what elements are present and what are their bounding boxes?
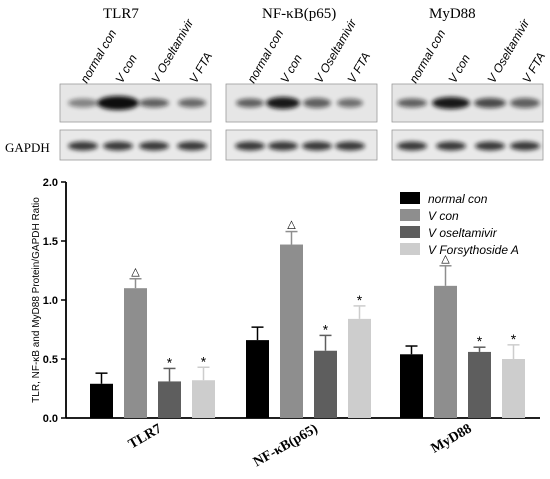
significance-mark: △ xyxy=(131,266,140,278)
legend-label: normal con xyxy=(428,192,488,206)
significance-mark: * xyxy=(511,331,517,347)
lane-label: V FTA xyxy=(186,50,215,86)
bar xyxy=(246,340,269,418)
protein-band xyxy=(97,96,139,110)
gapdh-band xyxy=(436,141,466,151)
significance-mark: △ xyxy=(287,219,296,231)
y-tick-label: 2.0 xyxy=(43,177,58,189)
gapdh-band xyxy=(139,141,169,151)
gapdh-band xyxy=(68,141,98,151)
bar xyxy=(348,318,371,418)
bar xyxy=(280,244,303,418)
legend-label: V oseltamivir xyxy=(428,226,498,240)
bar xyxy=(192,380,215,418)
significance-mark: * xyxy=(167,354,173,370)
protein-band xyxy=(139,98,169,108)
lane-label: V con xyxy=(277,52,305,86)
gapdh-band xyxy=(235,141,265,151)
x-tick-label: NF-κB(p65) xyxy=(251,421,321,470)
protein-band xyxy=(303,98,331,108)
legend-swatch xyxy=(400,226,420,238)
bar xyxy=(468,351,491,418)
blot-title: MyD88 xyxy=(429,6,476,22)
significance-mark: * xyxy=(201,353,207,369)
bar xyxy=(400,354,423,418)
y-tick-label: 0.5 xyxy=(43,354,58,366)
significance-mark: * xyxy=(323,321,329,337)
lane-label: V FTA xyxy=(344,50,373,86)
lane-label: V con xyxy=(445,52,473,86)
bar xyxy=(502,359,525,418)
y-tick-label: 0.0 xyxy=(43,413,58,425)
protein-band xyxy=(236,98,264,108)
y-tick-label: 1.5 xyxy=(43,236,58,248)
legend-swatch xyxy=(400,192,420,204)
legend-label: V Forsythoside A xyxy=(428,243,519,257)
protein-band xyxy=(337,98,363,108)
bar xyxy=(314,350,337,418)
significance-mark: * xyxy=(477,333,483,349)
protein-band xyxy=(178,98,206,108)
gapdh-band xyxy=(177,141,207,151)
protein-band xyxy=(68,98,98,108)
blot-title: TLR7 xyxy=(103,6,139,22)
bar xyxy=(124,288,147,418)
gapdh-row-label: GAPDH xyxy=(5,140,50,155)
legend-swatch xyxy=(400,243,420,255)
gapdh-band xyxy=(302,141,332,151)
protein-band xyxy=(474,98,506,108)
legend-swatch xyxy=(400,209,420,221)
lane-label: V FTA xyxy=(519,50,548,86)
bar xyxy=(90,383,113,418)
gapdh-band xyxy=(335,141,365,151)
legend: normal con V con V oseltamivir V Forsythosi… xyxy=(400,192,519,257)
bar xyxy=(434,285,457,418)
y-tick-label: 1.0 xyxy=(43,295,58,307)
blot-title: NF-κB(p65) xyxy=(262,6,336,22)
protein-band xyxy=(397,98,427,108)
bar xyxy=(158,381,181,418)
protein-band xyxy=(266,97,300,109)
gapdh-band xyxy=(475,141,505,151)
gapdh-band xyxy=(510,141,540,151)
protein-band xyxy=(432,97,470,109)
lane-label: V con xyxy=(112,52,140,86)
protein-band xyxy=(510,98,540,108)
gapdh-band xyxy=(268,141,298,151)
y-axis-label: TLR, NF-κB and MyD88 Protein/GAPDH Ratio xyxy=(31,197,42,403)
significance-mark: * xyxy=(357,292,363,308)
gapdh-band xyxy=(397,141,427,151)
legend-label: V con xyxy=(428,209,459,223)
lane-label: normal con xyxy=(406,27,448,86)
x-tick-label: TLR7 xyxy=(126,421,165,452)
significance-mark: △ xyxy=(441,253,450,265)
x-tick-label: MyD88 xyxy=(429,421,475,456)
gapdh-band xyxy=(103,141,133,151)
